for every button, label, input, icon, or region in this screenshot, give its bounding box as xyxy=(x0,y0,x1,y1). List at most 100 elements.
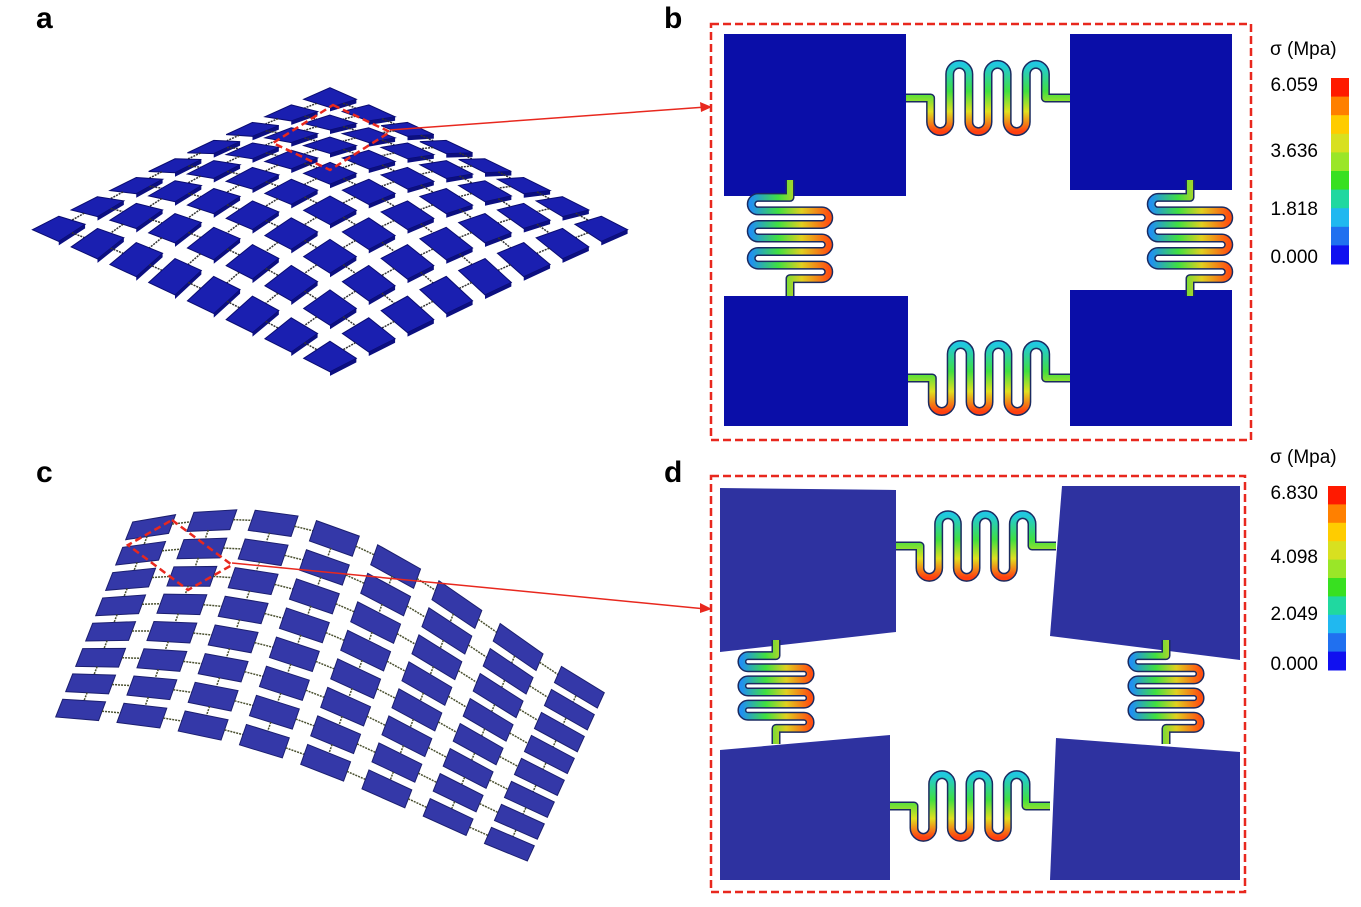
colorbar-d-tick-1: 2.049 xyxy=(1270,604,1318,625)
island-edge xyxy=(252,125,279,141)
island-edge xyxy=(523,264,551,281)
colorbar-b-tick-1: 1.818 xyxy=(1270,199,1318,220)
island-tile xyxy=(341,317,397,353)
interconnect xyxy=(381,292,395,304)
island-edge xyxy=(368,338,396,357)
island-tile xyxy=(186,275,241,315)
island-tile xyxy=(320,686,372,727)
island-edge xyxy=(330,145,357,158)
interconnect xyxy=(519,708,539,722)
interconnect xyxy=(226,184,240,193)
interconnect xyxy=(110,191,124,200)
island-edge xyxy=(58,224,86,246)
interconnect xyxy=(539,661,559,676)
interconnect xyxy=(388,575,393,585)
interconnect xyxy=(532,785,537,793)
island-tile xyxy=(495,177,552,195)
interconnect xyxy=(226,134,240,142)
interconnect xyxy=(542,762,547,770)
island-tile xyxy=(341,217,397,251)
island-edge xyxy=(252,147,279,163)
interconnect xyxy=(536,191,550,200)
island-edge xyxy=(213,238,241,264)
island-tile xyxy=(225,295,280,334)
interconnect xyxy=(342,177,356,186)
interconnect xyxy=(154,668,160,678)
interconnect xyxy=(342,196,356,204)
interconnect xyxy=(304,239,318,249)
colorbar-segment xyxy=(1331,133,1349,153)
dome-mesh xyxy=(31,87,629,376)
island-tile xyxy=(263,104,320,122)
island-tile xyxy=(411,634,463,681)
island-edge xyxy=(446,205,473,218)
island-tile xyxy=(136,648,188,672)
detail-frame-d xyxy=(709,474,1247,894)
colorbar-d-tick-max: 6.830 xyxy=(1270,483,1318,504)
interconnect xyxy=(226,146,240,150)
interconnect xyxy=(420,184,434,193)
interconnect xyxy=(213,575,232,579)
island-edge xyxy=(368,116,396,125)
island-edge xyxy=(562,246,589,263)
island-tile xyxy=(493,803,545,840)
interconnect xyxy=(342,125,356,132)
interconnect xyxy=(265,181,279,187)
island-tile xyxy=(432,772,484,813)
interconnect xyxy=(187,152,201,160)
island-top-right-d xyxy=(1050,486,1240,660)
island-edge xyxy=(97,237,124,263)
interconnect xyxy=(459,152,473,160)
island-bottom-right xyxy=(1070,290,1232,426)
island-edge xyxy=(407,218,434,234)
interconnect xyxy=(572,695,577,703)
island-tile xyxy=(147,257,203,296)
interconnect xyxy=(536,247,550,255)
interconnect xyxy=(265,267,279,277)
island-tile xyxy=(156,593,208,616)
interconnect xyxy=(226,170,240,175)
interconnect xyxy=(304,162,318,169)
interconnect xyxy=(265,292,279,304)
interconnect xyxy=(386,660,406,672)
interconnect xyxy=(335,603,355,613)
interconnect xyxy=(469,826,489,837)
interconnect xyxy=(274,583,294,590)
colorbar-segment xyxy=(1328,486,1346,505)
interconnect xyxy=(187,281,201,290)
interconnect xyxy=(575,232,589,239)
island-tile xyxy=(300,743,352,782)
island-tile xyxy=(70,227,125,260)
interconnect xyxy=(188,165,201,168)
interconnect xyxy=(133,562,138,571)
interconnect xyxy=(328,744,333,754)
island-tile xyxy=(350,601,402,645)
interconnect xyxy=(161,548,181,552)
arrow-c-to-d xyxy=(231,562,707,610)
colorbar-d xyxy=(1328,486,1346,671)
colorbar-b-tick-max: 6.059 xyxy=(1270,75,1318,96)
interconnect xyxy=(510,655,516,664)
interconnect xyxy=(265,241,279,252)
island-tile xyxy=(310,715,362,755)
island-edge xyxy=(175,185,202,206)
island-tile xyxy=(452,722,504,766)
interconnect xyxy=(304,290,318,300)
island-tile xyxy=(126,675,178,701)
interconnect xyxy=(497,237,512,249)
interconnect xyxy=(437,721,458,734)
island-tile xyxy=(116,702,168,729)
interconnect xyxy=(396,633,416,645)
interconnect xyxy=(381,198,395,207)
interconnect xyxy=(409,718,415,728)
island-tile xyxy=(421,607,473,655)
interconnect xyxy=(265,219,279,228)
interconnect xyxy=(381,117,395,125)
interconnect xyxy=(342,264,357,274)
arrow-a-to-b-head xyxy=(700,102,712,112)
island-edge xyxy=(291,333,318,357)
interconnect xyxy=(304,125,318,132)
island-tile xyxy=(217,595,269,625)
interconnect xyxy=(304,196,318,204)
island-tile xyxy=(472,672,524,719)
